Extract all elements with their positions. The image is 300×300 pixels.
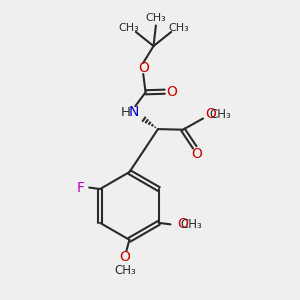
Text: CH₃: CH₃ — [146, 13, 166, 23]
Text: O: O — [206, 107, 216, 121]
Text: O: O — [138, 61, 149, 75]
Text: O: O — [177, 217, 188, 231]
Text: N: N — [129, 105, 139, 119]
Text: H: H — [121, 106, 130, 118]
Text: CH₃: CH₃ — [168, 23, 189, 33]
Text: CH₃: CH₃ — [210, 108, 232, 121]
Text: O: O — [191, 147, 202, 161]
Text: F: F — [77, 181, 85, 194]
Text: O: O — [119, 250, 130, 264]
Text: CH₃: CH₃ — [118, 23, 139, 33]
Text: CH₃: CH₃ — [180, 218, 202, 231]
Text: O: O — [166, 85, 177, 99]
Text: CH₃: CH₃ — [114, 264, 136, 277]
